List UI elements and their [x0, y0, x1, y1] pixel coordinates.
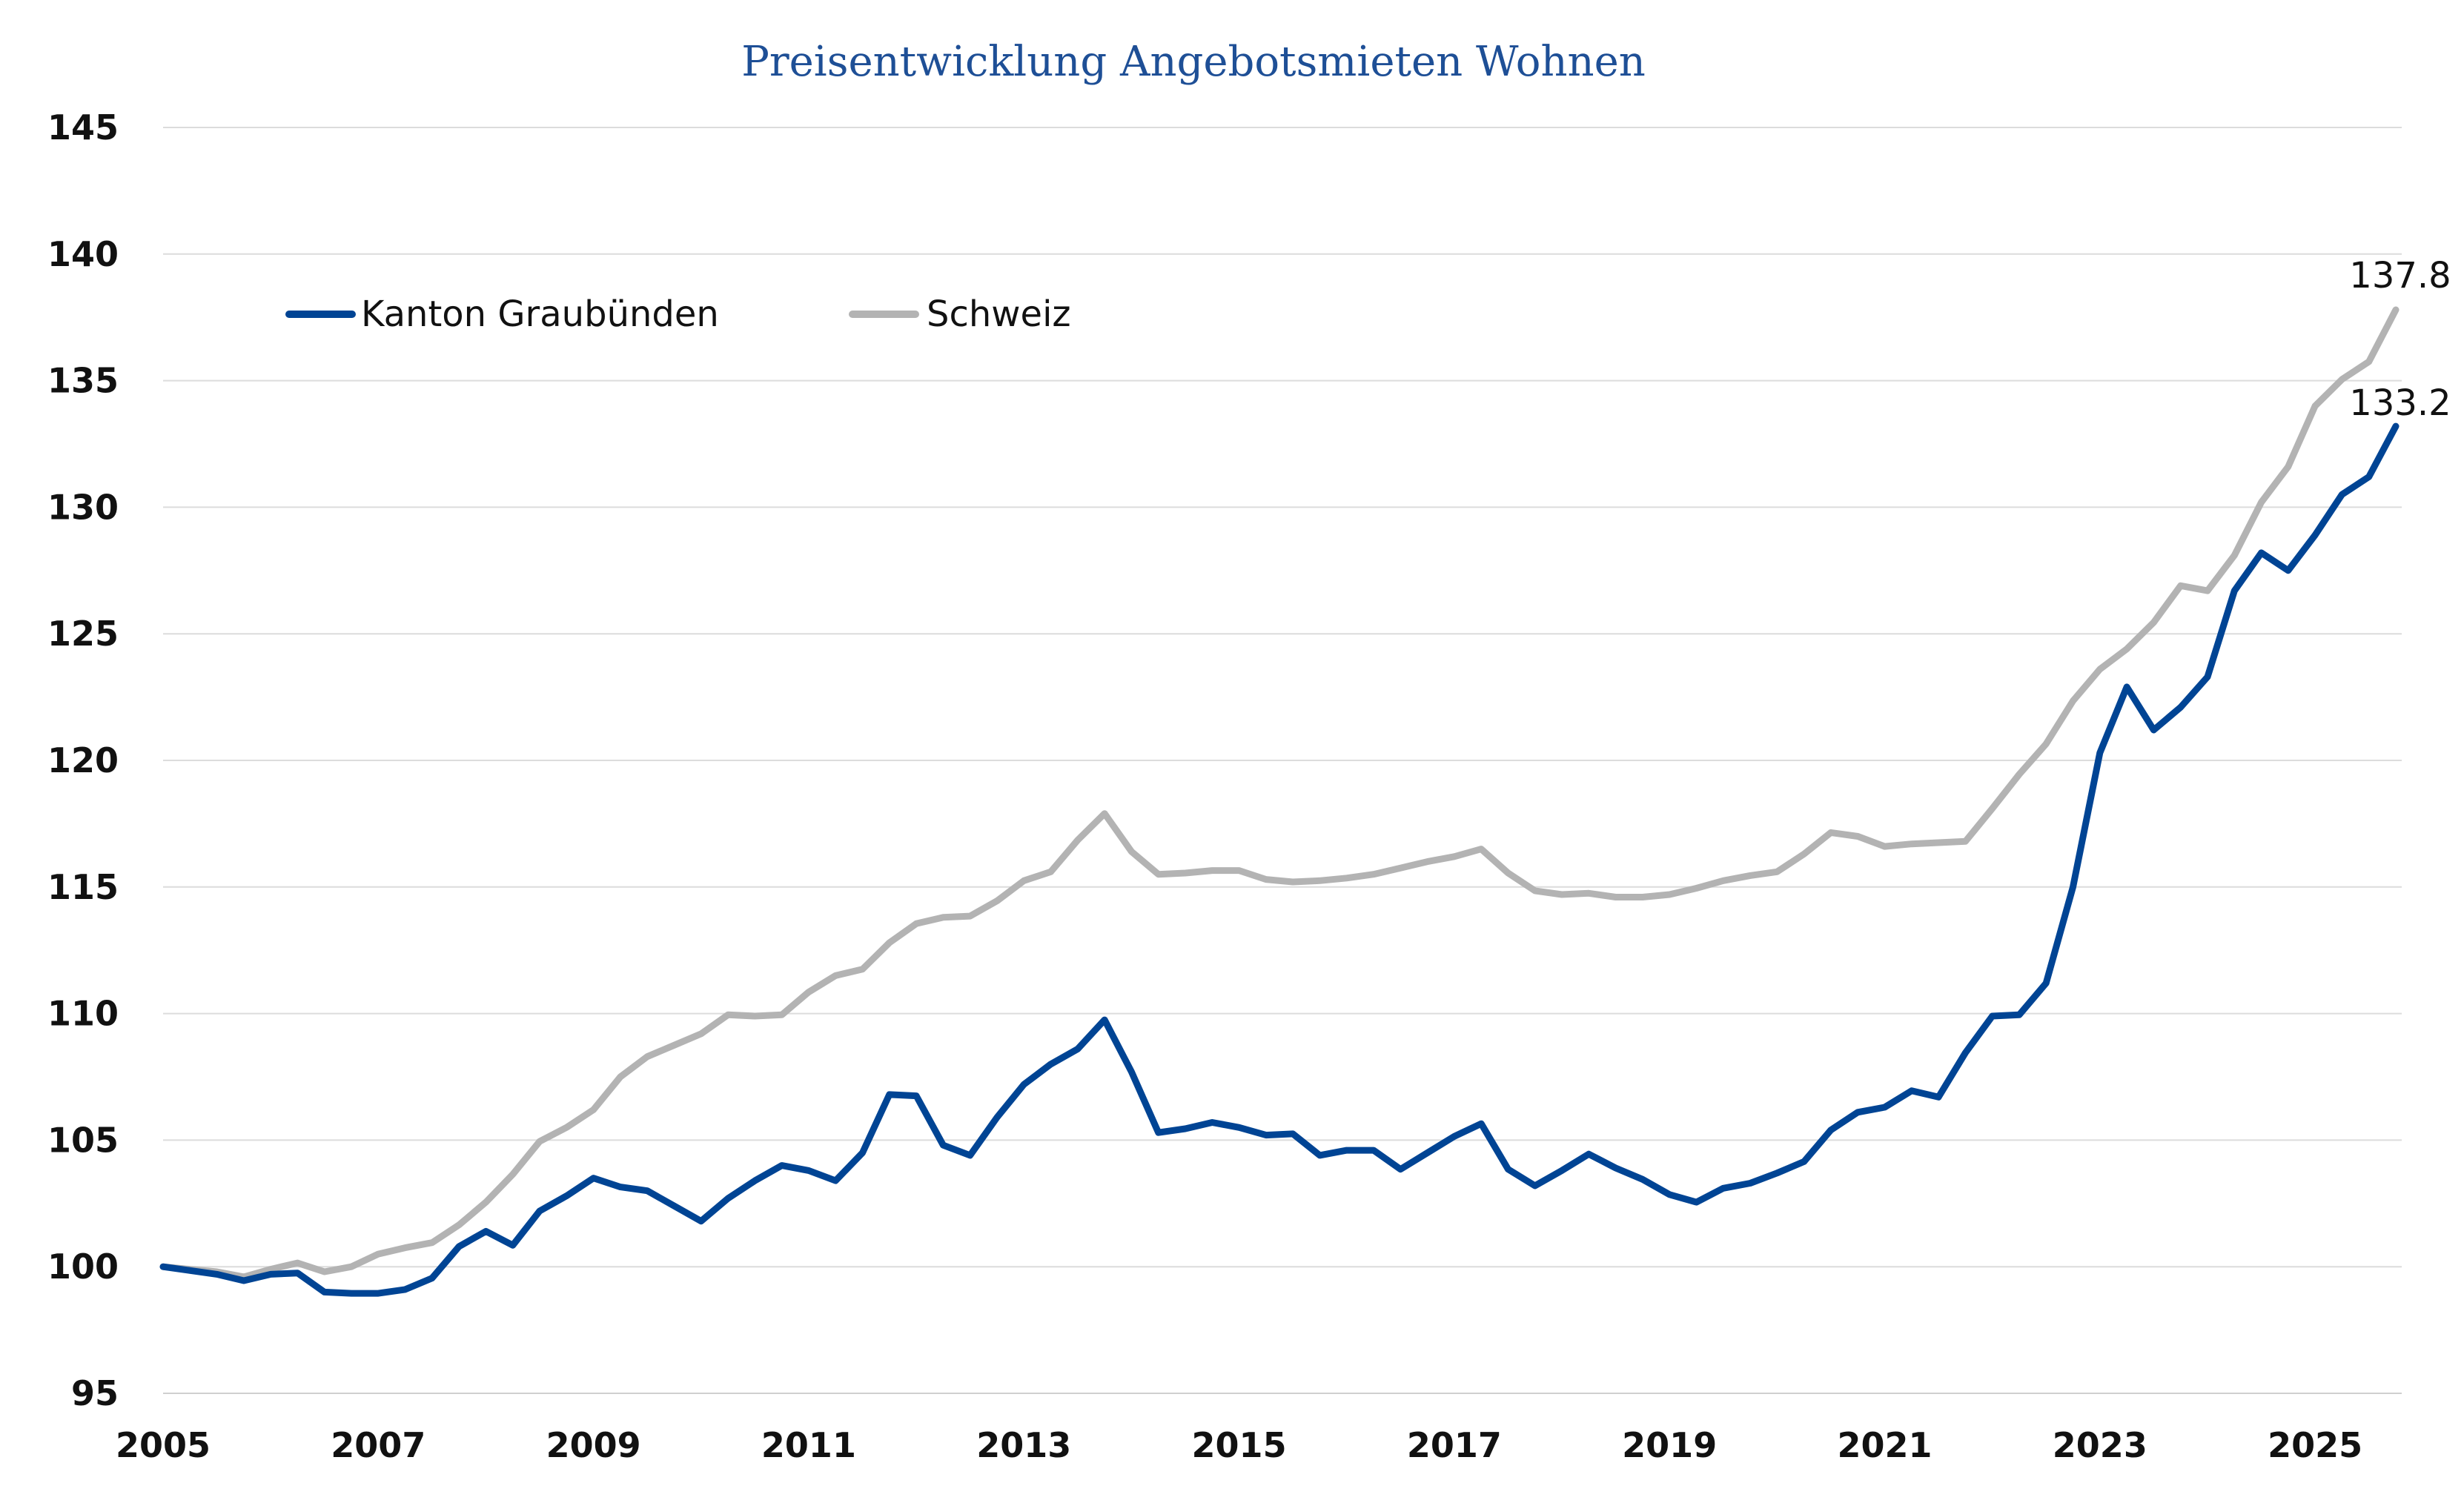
y-tick-label-130: 130	[47, 487, 119, 527]
x-tick-label-2019: 2019	[1622, 1425, 1717, 1465]
end-labels: 137.8 133.2	[2349, 255, 2451, 424]
legend: Kanton Graubünden Schweiz	[285, 293, 1071, 335]
y-tick-label-140: 140	[47, 234, 119, 274]
x-tick-label-2025: 2025	[2268, 1425, 2362, 1465]
x-tick-label-2007: 2007	[331, 1425, 425, 1465]
x-tick-label-2011: 2011	[761, 1425, 856, 1465]
x-tick-label-2013: 2013	[976, 1425, 1071, 1465]
legend-label-kanton-graubuenden: Kanton Graubünden	[361, 293, 719, 335]
y-tick-label-95: 95	[71, 1373, 119, 1413]
y-tick-label-105: 105	[47, 1120, 119, 1160]
y-tick-label-125: 125	[47, 614, 119, 654]
x-tick-label-2023: 2023	[2053, 1425, 2147, 1465]
y-tick-label-115: 115	[47, 867, 119, 907]
y-tick-label-145: 145	[47, 107, 119, 147]
y-tick-label-100: 100	[47, 1247, 119, 1287]
series-line-schweiz	[159, 306, 2400, 1281]
y-tick-label-135: 135	[47, 361, 119, 401]
x-tick-label-2005: 2005	[116, 1425, 211, 1465]
y-axis: 95 100 105 110 115 120 125 130 135 140 145	[47, 107, 119, 1413]
x-tick-label-2021: 2021	[1837, 1425, 1932, 1465]
gridlines	[163, 127, 2402, 1394]
x-tick-label-2009: 2009	[546, 1425, 641, 1465]
y-tick-label-120: 120	[47, 740, 119, 780]
y-tick-label-110: 110	[47, 994, 119, 1034]
legend-label-schweiz: Schweiz	[927, 293, 1071, 335]
series-line-kanton-graubuenden	[159, 422, 2400, 1297]
end-label-schweiz: 137.8	[2349, 255, 2451, 296]
x-tick-label-2015: 2015	[1192, 1425, 1287, 1465]
x-tick-label-2017: 2017	[1407, 1425, 1502, 1465]
chart-title: Preisentwicklung Angebotsmieten Wohnen	[741, 38, 1646, 86]
series-layer	[159, 306, 2400, 1297]
x-axis: 2005 2007 2009 2011 2013 2015 2017 2019 2021 2023…	[116, 1393, 2402, 1465]
end-label-kanton-graubuenden: 133.2	[2349, 382, 2451, 424]
